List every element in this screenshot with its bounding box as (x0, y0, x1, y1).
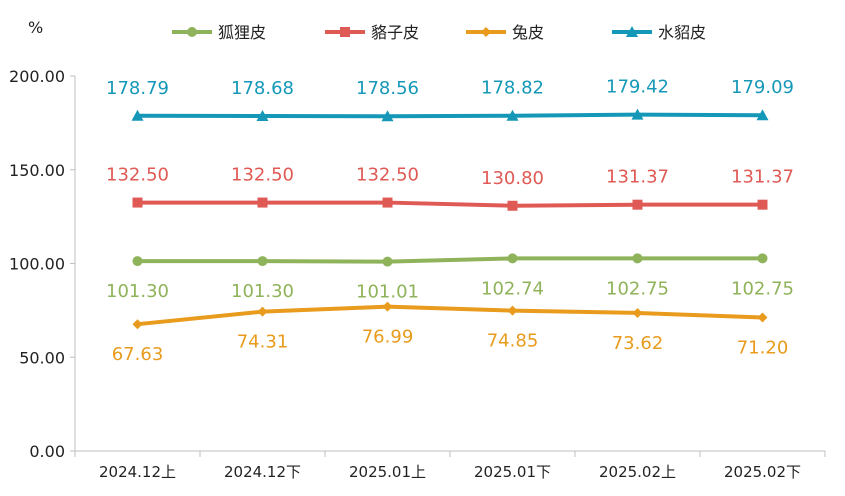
data-point (256, 109, 269, 121)
data-label: 130.80 (481, 168, 544, 189)
legend-label: 狐狸皮 (218, 23, 266, 42)
data-point (631, 108, 644, 120)
data-label: 102.74 (481, 278, 544, 299)
x-tick-label: 2025.02下 (724, 463, 801, 481)
legend-marker (187, 27, 197, 37)
data-label: 67.63 (112, 344, 164, 365)
data-label: 178.56 (356, 78, 419, 99)
data-point (757, 253, 768, 264)
data-label: 101.30 (106, 281, 169, 302)
data-label: 132.50 (231, 165, 294, 186)
data-label: 179.42 (606, 77, 669, 98)
data-point (506, 109, 519, 121)
series-3-line (137, 304, 763, 327)
x-tick-label: 2024.12上 (99, 463, 176, 481)
data-point (507, 200, 518, 211)
series-1-line (137, 256, 763, 264)
x-tick-label: 2025.01上 (349, 463, 426, 481)
series-2-group (132, 197, 768, 211)
data-point (382, 197, 393, 208)
data-labels-layer: 101.30 101.30 101.01 102.74 102.75 102.75 132.… (106, 77, 794, 366)
series-3-group (132, 301, 768, 330)
x-tick-label: 2024.12下 (224, 463, 301, 481)
series-1-group (132, 253, 768, 267)
data-label: 74.31 (237, 332, 289, 353)
data-label: 102.75 (731, 278, 794, 299)
data-label: 101.01 (356, 282, 419, 303)
data-label: 131.37 (606, 167, 669, 188)
legend-item-4: 水貂皮 (612, 23, 706, 42)
data-point (757, 199, 768, 210)
data-point (757, 312, 768, 323)
data-point (132, 197, 143, 208)
series-2-line (137, 200, 763, 208)
chart-legend: 狐狸皮 貉子皮 兔皮 水貂皮 (172, 23, 706, 42)
y-tick-label: 200.00 (9, 67, 65, 86)
legend-item-3: 兔皮 (466, 23, 544, 42)
data-point (257, 256, 268, 267)
data-point (632, 199, 643, 210)
x-tick-label: 2025.02上 (599, 463, 676, 481)
data-label: 178.79 (106, 78, 169, 99)
legend-item-2: 貉子皮 (325, 23, 419, 42)
data-label: 74.85 (487, 331, 539, 352)
legend-label: 水貂皮 (658, 23, 706, 42)
data-label: 132.50 (106, 165, 169, 186)
data-point (382, 301, 393, 312)
legend-marker (340, 27, 350, 37)
chart-axes: 0.00 50.00 100.00 150.00 200.00 2024.12上 2024.… (9, 67, 826, 481)
data-label: 73.62 (612, 333, 664, 354)
y-tick-label: 50.00 (19, 348, 65, 367)
data-label: 131.37 (731, 167, 794, 188)
data-point (257, 197, 268, 208)
data-label: 179.09 (731, 77, 794, 98)
data-point (132, 256, 143, 267)
data-point (382, 256, 393, 267)
data-point (507, 253, 518, 264)
data-point (132, 319, 143, 330)
data-label: 101.30 (231, 281, 294, 302)
data-point (756, 109, 769, 121)
series-4-line (137, 112, 763, 119)
series-layer (131, 108, 769, 330)
y-tick-label: 150.00 (9, 161, 65, 180)
data-point (381, 110, 394, 122)
legend-marker (626, 26, 638, 37)
y-tick-label: 100.00 (9, 255, 65, 274)
data-point (257, 306, 268, 317)
data-label: 132.50 (356, 165, 419, 186)
data-label: 71.20 (737, 338, 789, 359)
legend-marker (481, 27, 491, 37)
data-label: 102.75 (606, 278, 669, 299)
data-label: 178.68 (231, 78, 294, 99)
data-point (507, 305, 518, 316)
y-tick-label: 0.00 (29, 442, 65, 461)
data-label: 76.99 (362, 327, 414, 348)
data-label: 178.82 (481, 78, 544, 99)
legend-label: 兔皮 (512, 23, 544, 42)
data-point (632, 307, 643, 318)
x-tick-label: 2025.01下 (474, 463, 551, 481)
legend-item-1: 狐狸皮 (172, 23, 266, 42)
data-point (131, 109, 144, 121)
y-axis-unit-label: % (28, 18, 43, 37)
data-point (632, 253, 643, 264)
legend-label: 貉子皮 (371, 23, 419, 42)
series-4-group (131, 108, 769, 122)
